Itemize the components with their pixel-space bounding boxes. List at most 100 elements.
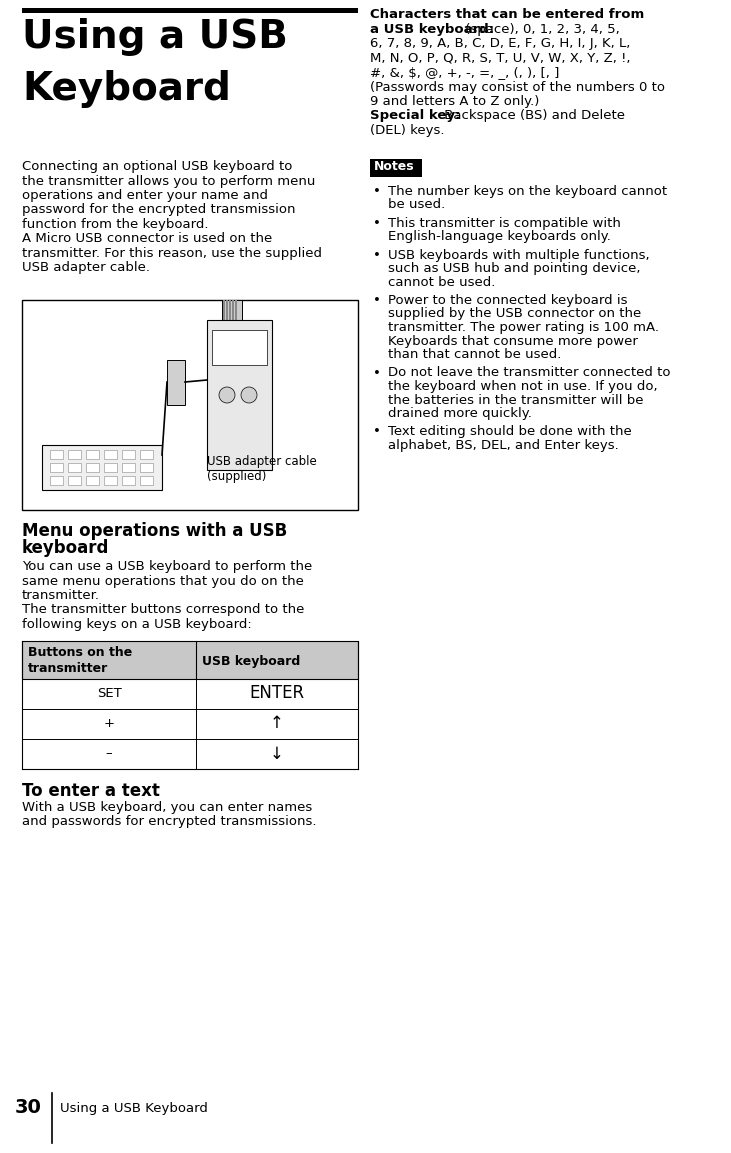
Bar xyxy=(167,360,185,405)
Text: USB keyboard: USB keyboard xyxy=(202,655,300,668)
Text: Power to the connected keyboard is: Power to the connected keyboard is xyxy=(388,294,627,307)
Text: Do not leave the transmitter connected to: Do not leave the transmitter connected t… xyxy=(388,367,670,379)
Bar xyxy=(22,300,358,510)
Bar xyxy=(104,464,117,472)
Bar xyxy=(122,464,135,472)
Bar xyxy=(50,450,63,459)
Text: following keys on a USB keyboard:: following keys on a USB keyboard: xyxy=(22,618,251,631)
Bar xyxy=(22,641,358,678)
Text: 6, 7, 8, 9, A, B, C, D, E, F, G, H, I, J, K, L,: 6, 7, 8, 9, A, B, C, D, E, F, G, H, I, J… xyxy=(370,37,630,50)
Text: Special key:: Special key: xyxy=(370,110,461,122)
Text: supplied by the USB connector on the: supplied by the USB connector on the xyxy=(388,308,641,321)
Text: SET: SET xyxy=(96,687,121,700)
Text: •: • xyxy=(373,217,381,229)
Bar xyxy=(50,476,63,485)
Text: Menu operations with a USB: Menu operations with a USB xyxy=(22,522,287,540)
Text: transmitter. For this reason, use the supplied: transmitter. For this reason, use the su… xyxy=(22,247,322,259)
Bar xyxy=(140,476,153,485)
Text: (space), 0, 1, 2, 3, 4, 5,: (space), 0, 1, 2, 3, 4, 5, xyxy=(461,23,620,36)
Bar xyxy=(140,464,153,472)
Text: such as USB hub and pointing device,: such as USB hub and pointing device, xyxy=(388,262,640,276)
Text: operations and enter your name and: operations and enter your name and xyxy=(22,189,268,202)
Bar xyxy=(122,476,135,485)
Text: ↓: ↓ xyxy=(270,745,284,762)
Bar xyxy=(212,330,267,366)
Bar xyxy=(68,464,81,472)
Text: Characters that can be entered from: Characters that can be entered from xyxy=(370,8,644,21)
Bar xyxy=(68,476,81,485)
Text: Text editing should be done with the: Text editing should be done with the xyxy=(388,425,632,438)
Bar xyxy=(222,300,242,322)
Text: You can use a USB keyboard to perform the: You can use a USB keyboard to perform th… xyxy=(22,560,312,573)
Text: ↑: ↑ xyxy=(270,715,284,732)
Bar xyxy=(223,300,225,322)
Bar xyxy=(122,450,135,459)
Text: The number keys on the keyboard cannot: The number keys on the keyboard cannot xyxy=(388,184,667,197)
Bar xyxy=(42,445,162,490)
Circle shape xyxy=(241,387,257,404)
Text: –: – xyxy=(106,747,113,760)
Bar xyxy=(229,300,231,322)
Text: 30: 30 xyxy=(15,1098,42,1117)
Text: ENTER: ENTER xyxy=(249,685,305,702)
Text: Backspace (BS) and Delete: Backspace (BS) and Delete xyxy=(440,110,625,122)
Text: alphabet, BS, DEL, and Enter keys.: alphabet, BS, DEL, and Enter keys. xyxy=(388,439,618,452)
Text: USB adapter cable: USB adapter cable xyxy=(207,455,317,468)
Text: password for the encrypted transmission: password for the encrypted transmission xyxy=(22,203,295,217)
Text: the transmitter allows you to perform menu: the transmitter allows you to perform me… xyxy=(22,174,315,188)
Text: To enter a text: To enter a text xyxy=(22,783,160,800)
Text: Keyboards that consume more power: Keyboards that consume more power xyxy=(388,334,638,347)
Bar xyxy=(226,300,228,322)
Bar xyxy=(104,450,117,459)
Bar xyxy=(86,464,99,472)
Text: USB adapter cable.: USB adapter cable. xyxy=(22,262,150,274)
Bar xyxy=(68,450,81,459)
Text: 9 and letters A to Z only.): 9 and letters A to Z only.) xyxy=(370,95,539,108)
Text: the keyboard when not in use. If you do,: the keyboard when not in use. If you do, xyxy=(388,380,658,393)
Text: •: • xyxy=(373,249,381,262)
Text: a USB keyboard:: a USB keyboard: xyxy=(370,23,494,36)
Text: (Passwords may consist of the numbers 0 to: (Passwords may consist of the numbers 0 … xyxy=(370,81,665,93)
Bar xyxy=(235,300,237,322)
Text: A Micro USB connector is used on the: A Micro USB connector is used on the xyxy=(22,233,272,246)
Bar xyxy=(207,321,272,470)
Text: Buttons on the
transmitter: Buttons on the transmitter xyxy=(28,647,132,676)
Text: transmitter. The power rating is 100 mA.: transmitter. The power rating is 100 mA. xyxy=(388,321,659,334)
Text: #, &, $, @, +, -, =, _, (, ), [, ]: #, &, $, @, +, -, =, _, (, ), [, ] xyxy=(370,66,559,80)
Bar xyxy=(370,158,422,176)
Text: •: • xyxy=(373,184,381,197)
Text: (DEL) keys.: (DEL) keys. xyxy=(370,125,444,137)
Text: same menu operations that you do on the: same menu operations that you do on the xyxy=(22,574,304,588)
Text: transmitter.: transmitter. xyxy=(22,589,100,602)
Text: •: • xyxy=(373,294,381,307)
Text: •: • xyxy=(373,367,381,379)
Text: keyboard: keyboard xyxy=(22,538,110,557)
Bar xyxy=(22,8,358,13)
Bar xyxy=(232,300,234,322)
Bar xyxy=(104,476,117,485)
Text: drained more quickly.: drained more quickly. xyxy=(388,407,532,420)
Text: cannot be used.: cannot be used. xyxy=(388,276,496,288)
Text: Using a USB: Using a USB xyxy=(22,18,288,56)
Text: With a USB keyboard, you can enter names: With a USB keyboard, you can enter names xyxy=(22,800,312,814)
Text: USB keyboards with multiple functions,: USB keyboards with multiple functions, xyxy=(388,249,650,262)
Text: This transmitter is compatible with: This transmitter is compatible with xyxy=(388,217,621,229)
Text: function from the keyboard.: function from the keyboard. xyxy=(22,218,208,231)
Text: +: + xyxy=(104,717,115,730)
Bar xyxy=(86,450,99,459)
Bar xyxy=(50,464,63,472)
Text: Notes: Notes xyxy=(374,160,414,173)
Text: be used.: be used. xyxy=(388,198,445,211)
Circle shape xyxy=(219,387,235,404)
Text: Using a USB Keyboard: Using a USB Keyboard xyxy=(60,1102,208,1115)
Text: (supplied): (supplied) xyxy=(207,470,266,483)
Text: the batteries in the transmitter will be: the batteries in the transmitter will be xyxy=(388,393,643,407)
Bar xyxy=(140,450,153,459)
Text: Keyboard: Keyboard xyxy=(22,70,231,108)
Text: than that cannot be used.: than that cannot be used. xyxy=(388,348,561,361)
Text: and passwords for encrypted transmissions.: and passwords for encrypted transmission… xyxy=(22,815,317,828)
Text: English-language keyboards only.: English-language keyboards only. xyxy=(388,229,611,243)
Text: •: • xyxy=(373,425,381,438)
Text: M, N, O, P, Q, R, S, T, U, V, W, X, Y, Z, !,: M, N, O, P, Q, R, S, T, U, V, W, X, Y, Z… xyxy=(370,52,631,65)
Bar xyxy=(86,476,99,485)
